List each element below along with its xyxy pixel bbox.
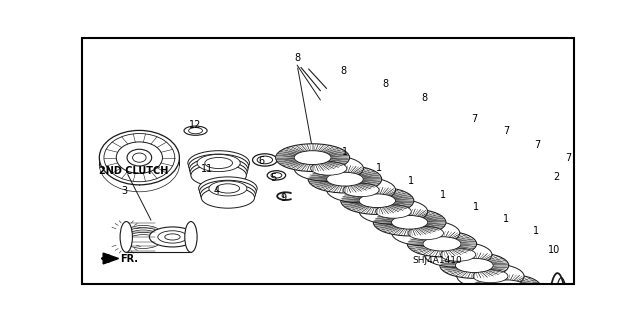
Ellipse shape (276, 144, 349, 172)
Ellipse shape (120, 221, 132, 252)
Ellipse shape (326, 172, 364, 186)
Ellipse shape (490, 285, 556, 310)
Ellipse shape (457, 263, 524, 289)
Text: 8: 8 (294, 53, 300, 63)
Text: 8: 8 (421, 93, 428, 103)
Text: 8: 8 (340, 66, 346, 76)
Ellipse shape (271, 173, 282, 178)
Ellipse shape (488, 280, 525, 294)
Ellipse shape (197, 154, 240, 172)
Ellipse shape (392, 220, 460, 246)
Text: 3: 3 (121, 186, 127, 196)
Ellipse shape (200, 184, 255, 205)
Ellipse shape (205, 158, 232, 168)
Ellipse shape (126, 228, 160, 241)
Ellipse shape (127, 149, 152, 166)
Ellipse shape (189, 128, 202, 134)
Ellipse shape (340, 187, 414, 214)
Ellipse shape (149, 227, 196, 247)
Text: 1: 1 (533, 226, 539, 236)
Ellipse shape (520, 301, 557, 315)
Ellipse shape (185, 221, 197, 252)
Ellipse shape (126, 230, 160, 244)
Ellipse shape (116, 142, 163, 173)
Ellipse shape (126, 235, 160, 249)
Ellipse shape (359, 194, 396, 208)
Ellipse shape (188, 151, 250, 175)
Text: SHJ4A1410: SHJ4A1410 (413, 256, 463, 264)
Ellipse shape (189, 154, 249, 178)
Ellipse shape (392, 216, 428, 229)
Ellipse shape (200, 180, 256, 203)
Ellipse shape (440, 248, 476, 261)
Ellipse shape (407, 231, 477, 257)
Text: 2: 2 (553, 172, 559, 182)
Text: 1: 1 (473, 202, 479, 212)
Ellipse shape (308, 166, 381, 193)
Ellipse shape (189, 158, 248, 181)
Text: 1: 1 (503, 214, 509, 224)
Ellipse shape (472, 274, 541, 300)
Ellipse shape (408, 226, 444, 240)
Ellipse shape (376, 205, 412, 218)
Ellipse shape (326, 177, 396, 203)
Ellipse shape (456, 258, 493, 272)
Text: 5: 5 (270, 174, 276, 183)
Text: 4: 4 (214, 186, 220, 196)
Text: 1: 1 (408, 176, 414, 187)
Ellipse shape (209, 181, 247, 196)
Ellipse shape (190, 161, 247, 184)
Text: 9: 9 (280, 193, 287, 203)
Text: 7: 7 (503, 126, 509, 136)
Ellipse shape (294, 155, 364, 182)
Ellipse shape (424, 242, 492, 267)
Ellipse shape (294, 151, 331, 165)
Ellipse shape (423, 237, 461, 251)
Text: 11: 11 (201, 164, 213, 174)
Ellipse shape (216, 184, 239, 193)
Ellipse shape (201, 187, 255, 208)
Ellipse shape (473, 270, 508, 283)
Text: 10: 10 (548, 245, 561, 255)
Ellipse shape (158, 231, 187, 243)
Ellipse shape (126, 226, 160, 239)
Ellipse shape (253, 154, 277, 166)
Ellipse shape (311, 162, 347, 175)
Polygon shape (103, 253, 118, 264)
Text: 8: 8 (383, 79, 389, 90)
Text: FR.: FR. (120, 254, 138, 263)
Text: 7: 7 (534, 139, 541, 150)
Ellipse shape (104, 134, 175, 182)
Text: 1: 1 (376, 163, 382, 173)
Text: 7: 7 (471, 114, 477, 124)
Ellipse shape (506, 291, 540, 304)
Ellipse shape (132, 153, 146, 162)
Text: 7: 7 (565, 152, 572, 163)
Ellipse shape (99, 130, 179, 185)
Ellipse shape (184, 126, 207, 135)
Ellipse shape (198, 177, 257, 200)
Text: 1: 1 (342, 147, 348, 157)
Ellipse shape (505, 296, 573, 319)
Ellipse shape (267, 171, 285, 180)
Text: 1: 1 (440, 189, 447, 200)
Ellipse shape (257, 156, 273, 164)
Text: 6: 6 (259, 157, 265, 167)
Text: 2ND CLUTCH: 2ND CLUTCH (99, 167, 168, 176)
Ellipse shape (343, 183, 379, 197)
Ellipse shape (359, 199, 428, 224)
Text: 12: 12 (189, 120, 202, 130)
Ellipse shape (440, 253, 509, 278)
Ellipse shape (373, 209, 446, 236)
Ellipse shape (164, 234, 180, 240)
Ellipse shape (126, 232, 160, 246)
Ellipse shape (191, 164, 246, 186)
